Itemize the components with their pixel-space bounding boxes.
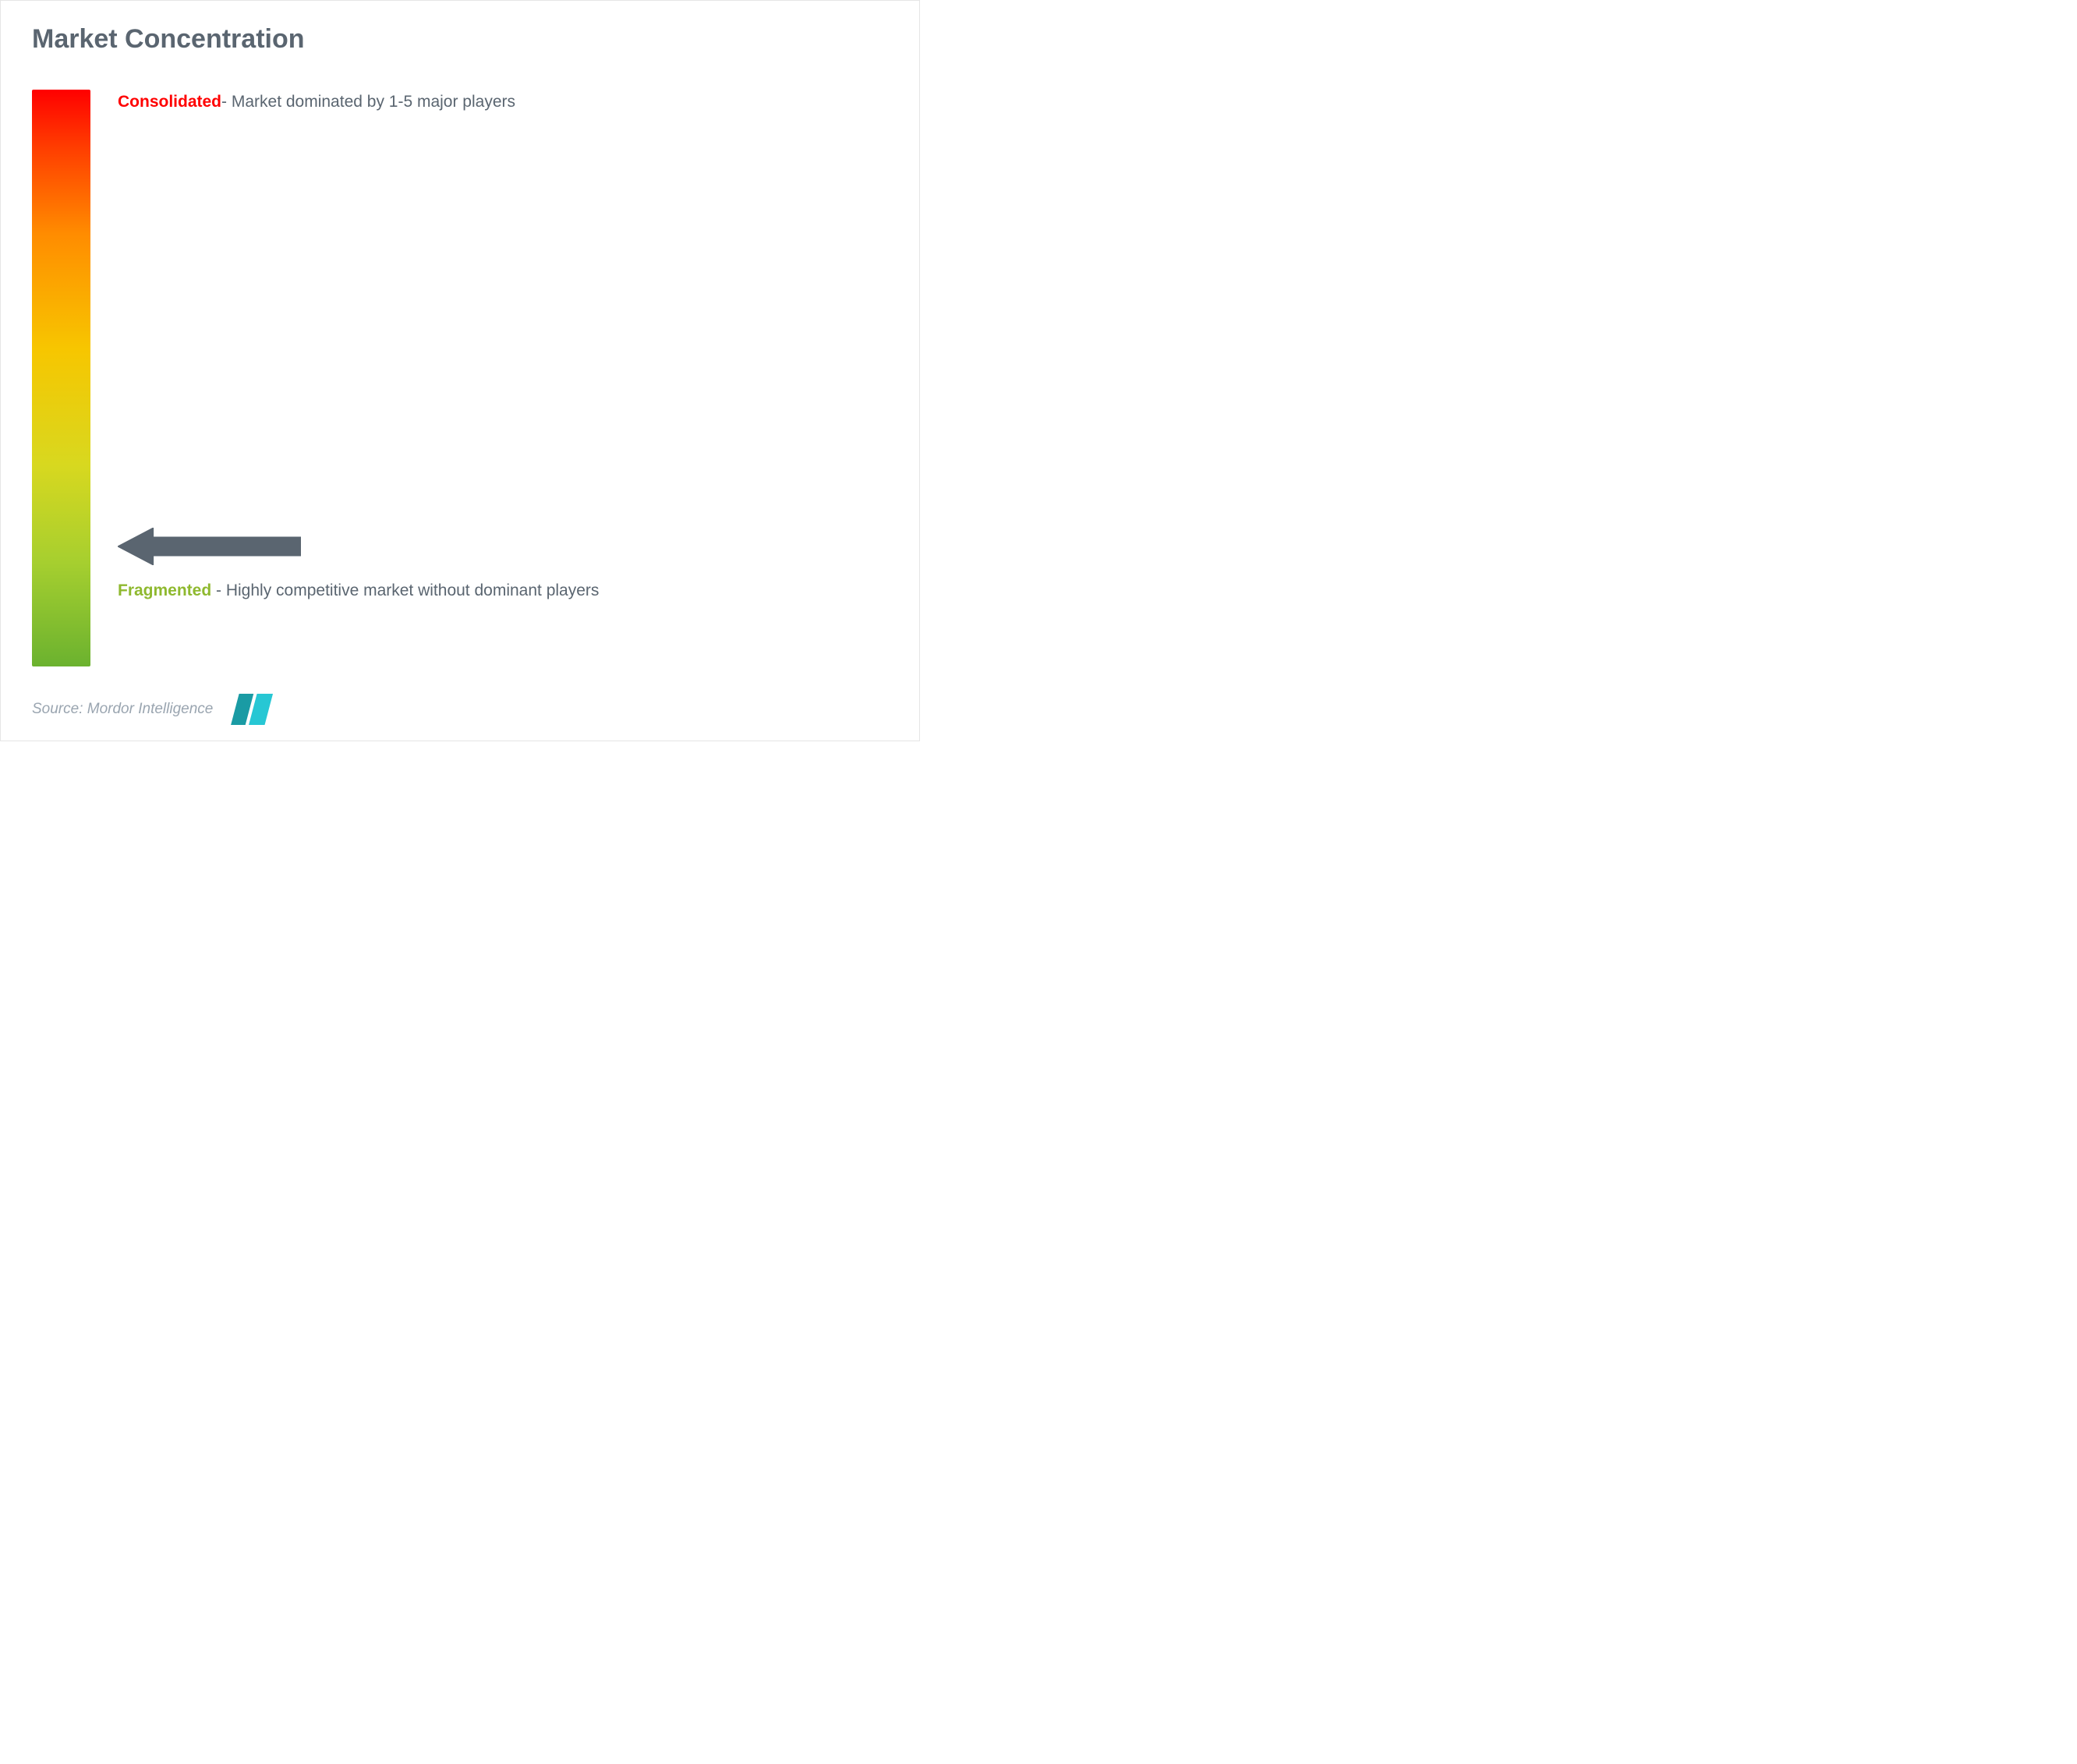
card-title: Market Concentration [32, 24, 888, 55]
indicator-arrow [118, 528, 301, 565]
labels-column: Consolidated- Market dominated by 1-5 ma… [118, 90, 888, 666]
fragmented-keyword: Fragmented [118, 582, 211, 599]
card-footer: Source: Mordor Intelligence [32, 694, 888, 725]
concentration-gradient-bar [32, 90, 90, 666]
source-attribution: Source: Mordor Intelligence [32, 701, 213, 718]
fragmented-description: - Highly competitive market without domi… [211, 582, 599, 599]
consolidated-label: Consolidated- Market dominated by 1-5 ma… [118, 90, 888, 115]
consolidated-keyword: Consolidated [118, 93, 221, 111]
market-concentration-card: Market Concentration Consolidated- Marke… [0, 0, 920, 741]
arrow-left-icon [118, 528, 301, 565]
logo-icon [228, 694, 277, 725]
fragmented-label: Fragmented - Highly competitive market w… [118, 574, 865, 607]
mordor-logo [228, 694, 277, 725]
main-content: Consolidated- Market dominated by 1-5 ma… [32, 90, 888, 666]
consolidated-description: - Market dominated by 1-5 major players [221, 93, 515, 111]
